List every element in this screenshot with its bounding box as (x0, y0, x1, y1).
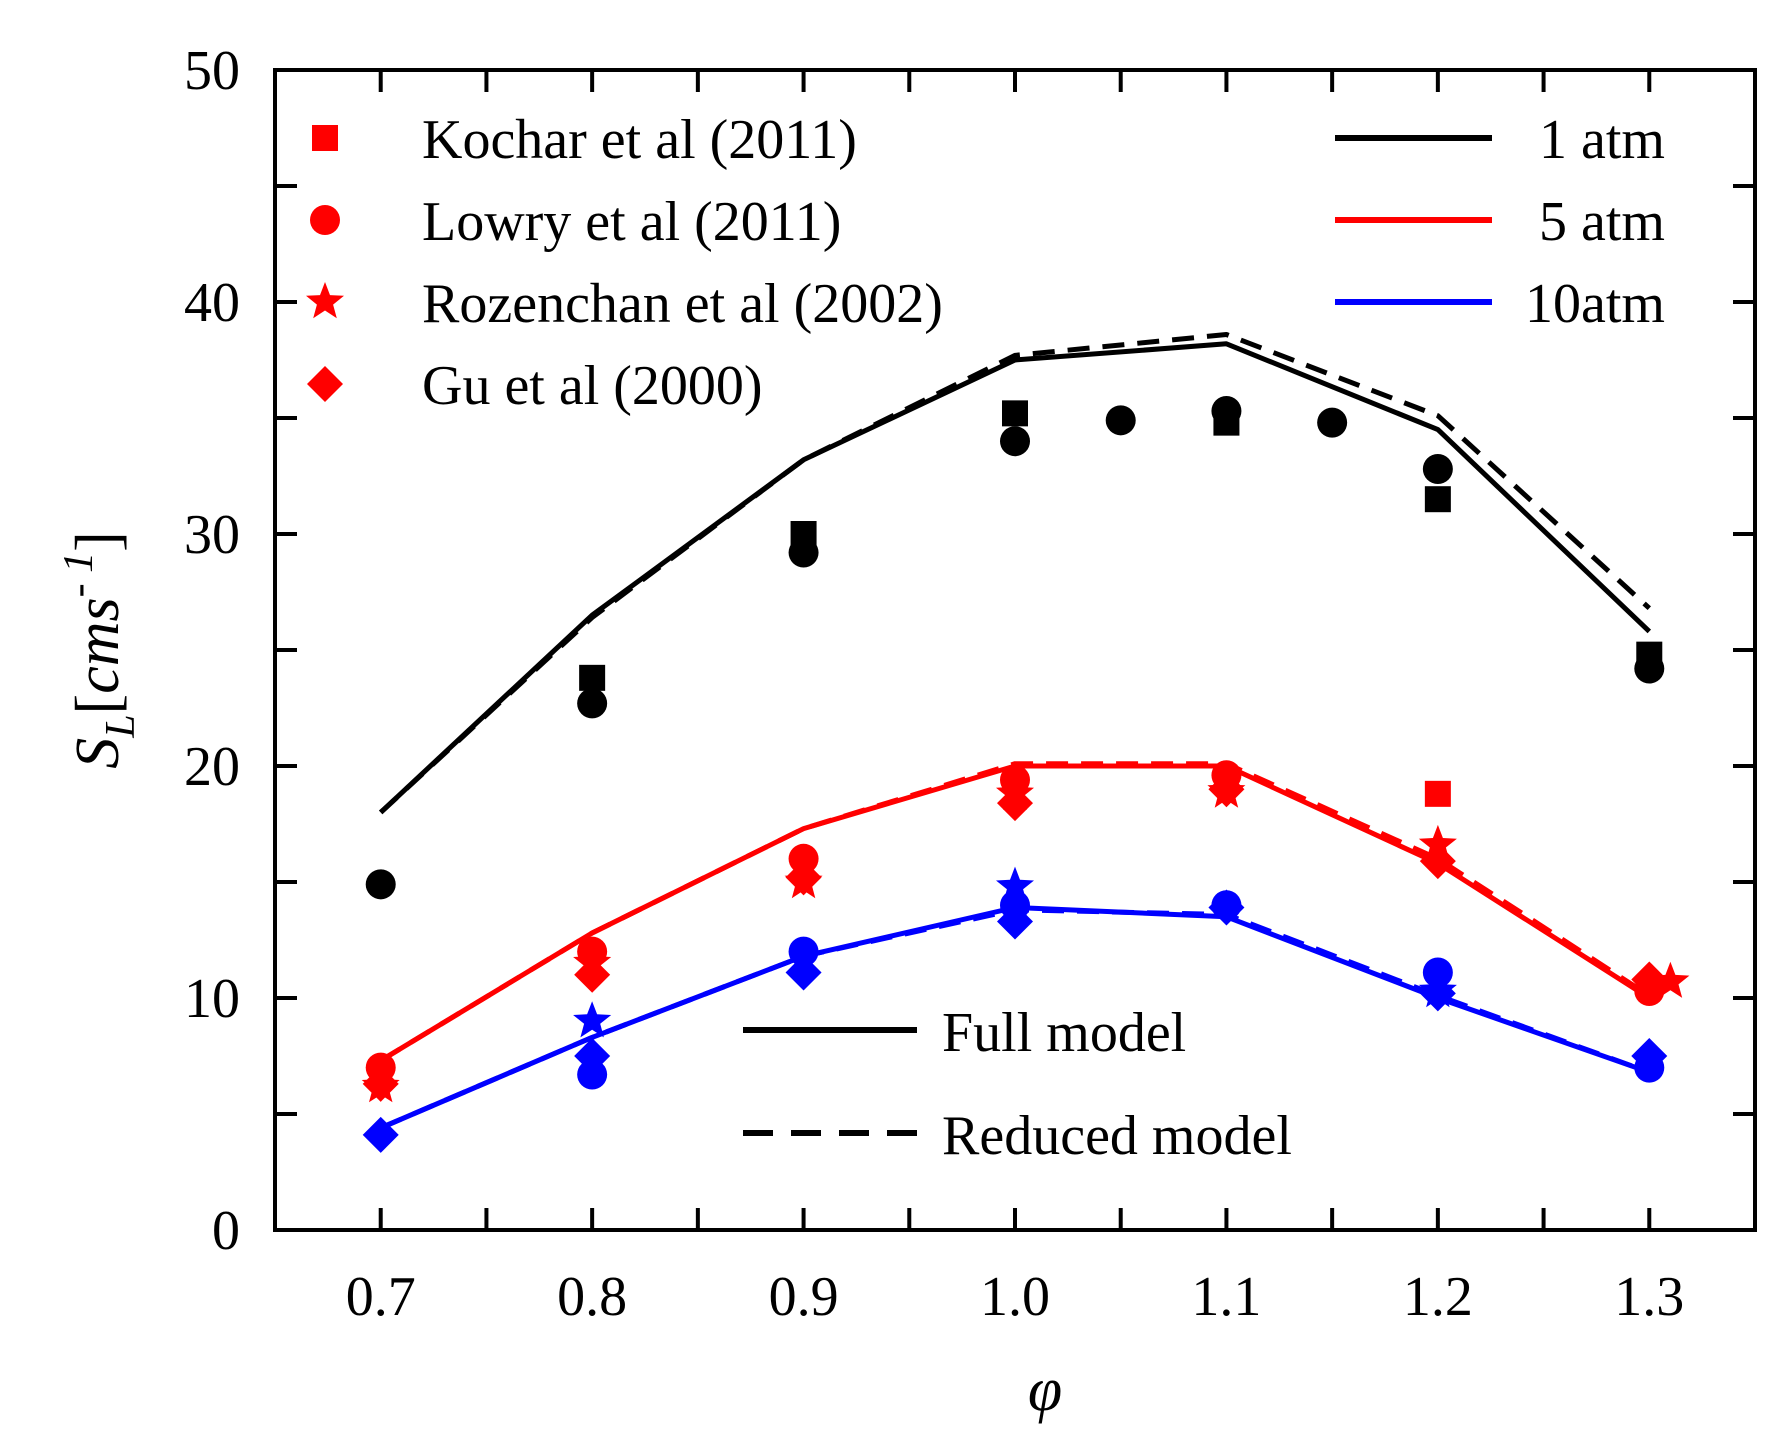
y-axis-title-unit: cms (64, 597, 132, 693)
x-tick-label: 0.7 (346, 1266, 416, 1328)
legend-model: Full model Reduced model (743, 1002, 1292, 1167)
point-diamond-10atm-13 (1631, 1038, 1668, 1074)
legend-datasets: Kochar et al (2011) Lowry et al (2011) Roz… (306, 109, 943, 417)
point-diamond-5atm-4 (1208, 771, 1245, 808)
legend-square-icon (312, 125, 338, 151)
point-circle-5atm-11 (788, 843, 819, 874)
point-star-5atm-5 (1418, 824, 1457, 862)
point-circle-1atm-6 (1317, 407, 1348, 438)
y-tick-label: 20 (184, 736, 240, 798)
x-tick-label: 1.2 (1403, 1266, 1473, 1328)
legend-model-label: Full model (942, 1002, 1186, 1064)
point-diamond-5atm-2 (785, 859, 822, 896)
x-tick-label: 1.1 (1191, 1266, 1261, 1328)
x-tick-label: 0.9 (769, 1266, 839, 1328)
point-circle-1atm-1 (577, 688, 608, 719)
point-circle-10atm-16 (788, 936, 819, 967)
legend-pressure-label: 10atm (1525, 273, 1665, 335)
y-tick-label: 10 (184, 968, 240, 1030)
y-axis-title-bracket-open: [ (64, 694, 132, 715)
y-tick-label: 40 (184, 272, 240, 334)
point-square-5atm-6 (1424, 780, 1451, 807)
legend-pressure: 1 atm 5 atm 10atm (1335, 109, 1665, 335)
y-axis-title-superscript: - 1 (56, 552, 102, 598)
x-axis-title: φ (1028, 1356, 1062, 1424)
point-diamond-10atm-10 (997, 903, 1033, 940)
legend-star-icon (306, 282, 344, 319)
point-diamond-10atm-7 (362, 1116, 399, 1153)
data-layer (361, 332, 1690, 1153)
point-circle-1atm-4 (1105, 405, 1136, 436)
legend-circle-icon (310, 205, 340, 235)
point-diamond-5atm-6 (1631, 961, 1668, 998)
point-star-5atm-6 (1651, 961, 1690, 998)
y-axis-title-subscript: L (98, 714, 144, 738)
legend-pressure-label: 5 atm (1539, 191, 1665, 253)
y-axis-title-symbol: S (64, 738, 132, 769)
x-tick-label: 1.3 (1614, 1266, 1684, 1328)
legend-pressure-label: 1 atm (1539, 109, 1665, 171)
point-square-1atm-2 (1002, 400, 1028, 427)
y-axis-title-bracket-close: ] (64, 531, 132, 552)
point-star-10atm-7 (573, 1001, 612, 1038)
line-5atm-reduced (379, 761, 1651, 1063)
point-diamond-5atm-3 (997, 785, 1033, 822)
point-diamond-5atm-0 (362, 1065, 399, 1102)
point-diamond-5atm-5 (1419, 843, 1456, 880)
point-diamond-10atm-8 (574, 1038, 611, 1074)
x-tick-label: 0.8 (557, 1266, 627, 1328)
legend-model-label: Reduced model (942, 1105, 1292, 1167)
point-square-1atm-4 (1424, 486, 1451, 513)
point-diamond-10atm-11 (1208, 889, 1245, 926)
point-square-1atm-0 (579, 664, 606, 691)
legend-dataset-label: Gu et al (2000) (422, 355, 763, 417)
point-circle-10atm-15 (577, 1059, 608, 1090)
y-tick-labels: 0 10 20 30 40 50 (184, 40, 240, 1262)
x-tick-label: 1.0 (980, 1266, 1050, 1328)
legend-dataset-label: Rozenchan et al (2002) (422, 273, 943, 335)
legend-dataset-label: Kochar et al (2011) (422, 109, 857, 171)
x-tick-labels: 0.7 0.8 0.9 1.0 1.1 1.2 1.3 (346, 1266, 1685, 1328)
point-circle-1atm-2 (788, 537, 819, 568)
y-tick-label: 0 (212, 1200, 240, 1262)
y-tick-label: 50 (184, 40, 240, 102)
y-tick-label: 30 (184, 504, 240, 566)
point-circle-1atm-7 (1422, 454, 1453, 485)
axis-ticks (275, 68, 1755, 1232)
point-diamond-10atm-12 (1419, 975, 1456, 1012)
point-circle-1atm-3 (1000, 426, 1030, 457)
legend-diamond-icon (307, 366, 343, 402)
point-circle-1atm-5 (1211, 396, 1242, 427)
point-diamond-5atm-1 (574, 956, 611, 993)
line-1atm-reduced (379, 332, 1651, 815)
point-star-10atm-8 (996, 866, 1034, 903)
point-diamond-10atm-9 (785, 954, 822, 991)
point-circle-1atm-0 (365, 869, 396, 900)
legend-dataset-label: Lowry et al (2011) (422, 191, 841, 253)
y-axis-title: SL[cms- 1] (56, 531, 144, 769)
point-circle-1atm-8 (1634, 653, 1665, 684)
